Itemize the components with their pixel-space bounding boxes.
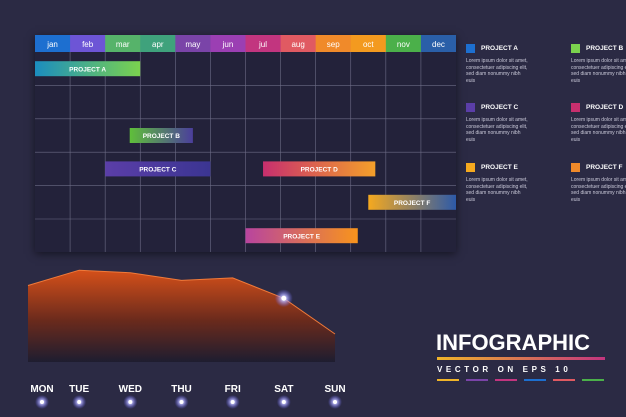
task-bar-project-f: [368, 194, 456, 210]
legend-title: PROJECT F: [586, 164, 623, 171]
area-chart: MON TUE WED THU FRI SAT SUN: [27, 269, 346, 409]
day-label-fri: FRI: [225, 384, 241, 395]
legend-swatch: [466, 163, 475, 172]
month-header-oct: [350, 35, 387, 52]
infographic-underline: [437, 357, 605, 360]
legend-description: Lorem ipsum dolor sit amet, consectetuer…: [571, 58, 626, 84]
task-label-project-d: PROJECT D: [301, 167, 339, 174]
month-header-apr: [140, 35, 176, 52]
month-label-may: may: [185, 40, 200, 49]
task-label-project-a: PROJECT A: [69, 66, 106, 73]
infographic-dash: [582, 379, 604, 381]
month-header-jul: [245, 35, 282, 52]
legend-title: PROJECT D: [586, 104, 624, 111]
day-marker: [230, 400, 235, 404]
month-label-jul: jul: [258, 40, 267, 49]
task-bar-project-c: [105, 161, 211, 177]
month-label-nov: nov: [397, 40, 410, 49]
task-label-project-b: PROJECT B: [143, 133, 181, 140]
day-marker: [281, 400, 286, 404]
month-header-jan: [35, 35, 71, 52]
month-label-oct: oct: [363, 40, 374, 49]
gantt-chart-svg: jan feb mar apr may jun jul aug sep oct nov dec PROJ…: [35, 35, 456, 252]
day-marker: [179, 400, 184, 404]
legend-description: Lorem ipsum dolor sit amet, consectetuer…: [466, 177, 528, 203]
month-header-nov: [385, 35, 422, 52]
task-bar-project-e: [245, 228, 358, 244]
legend-swatch: [571, 103, 580, 112]
infographic-dash: [553, 379, 575, 381]
task-bar-project-d: [263, 161, 376, 177]
legend-description: Lorem ipsum dolor sit amet, consectetuer…: [466, 58, 528, 84]
day-label-wed: WED: [119, 384, 142, 395]
area-fill: [28, 270, 335, 362]
legend-description: Lorem ipsum dolor sit amet, consectetuer…: [466, 117, 528, 143]
task-bar-project-b: [129, 128, 193, 143]
highlight-point: [281, 295, 287, 301]
gantt-chart: jan feb mar apr may jun jul aug sep oct nov dec PROJ…: [35, 35, 456, 252]
day-label-mon: MON: [30, 384, 53, 395]
infographic-dash: [524, 379, 546, 381]
month-label-apr: apr: [152, 40, 164, 49]
legend-description: Lorem ipsum dolor sit amet, consectetuer…: [571, 177, 626, 203]
month-label-aug: aug: [291, 40, 304, 49]
month-label-jan: jan: [46, 40, 58, 49]
month-header-dec: [420, 35, 456, 52]
infographic-dash: [495, 379, 517, 381]
day-marker: [333, 400, 337, 404]
month-label-dec: dec: [432, 40, 445, 49]
legend-swatch: [466, 44, 475, 53]
legend-swatch: [466, 103, 475, 112]
month-header-jun: [210, 35, 246, 52]
month-header-mar: [105, 35, 141, 52]
legend-title: PROJECT C: [481, 104, 519, 111]
month-label-mar: mar: [116, 40, 130, 49]
month-header-may: [175, 35, 211, 52]
day-marker: [77, 400, 82, 404]
day-label-sat: SAT: [274, 384, 293, 395]
legend-swatch: [571, 163, 580, 172]
legend-title: PROJECT B: [586, 45, 624, 52]
task-label-project-c: PROJECT C: [139, 167, 177, 174]
infographic-subtitle: VECTOR ON EPS 10: [437, 365, 572, 374]
month-label-jun: jun: [222, 40, 234, 49]
day-label-tue: TUE: [69, 384, 89, 395]
month-label-sep: sep: [327, 40, 340, 49]
month-header-feb: [70, 35, 106, 52]
day-label-sun: SUN: [324, 384, 345, 395]
month-header-sep: [315, 35, 352, 52]
legend-description: Lorem ipsum dolor sit amet, consectetuer…: [571, 117, 626, 143]
task-label-project-e: PROJECT E: [283, 233, 321, 240]
infographic-dash: [437, 379, 459, 381]
task-bar-project-a: [35, 61, 141, 77]
month-label-feb: feb: [82, 40, 94, 49]
month-header-aug: [280, 35, 317, 52]
task-label-project-f: PROJECT F: [394, 200, 431, 207]
legend-title: PROJECT E: [481, 164, 518, 171]
day-marker: [40, 400, 44, 404]
legend-swatch: [571, 44, 580, 53]
day-marker: [128, 400, 133, 404]
infographic-dash: [466, 379, 488, 381]
legend-title: PROJECT A: [481, 45, 518, 52]
infographic-title: INFOGRAPHIC: [436, 330, 590, 355]
day-label-thu: THU: [171, 384, 192, 395]
